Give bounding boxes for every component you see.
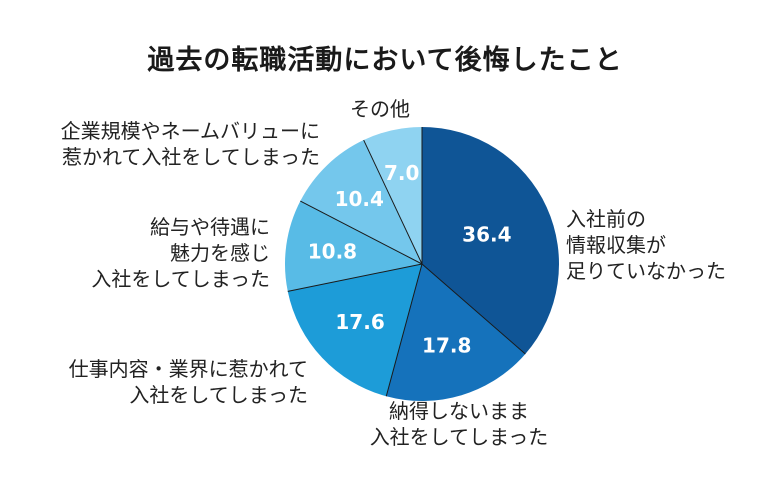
category-label-salary: 給与や待遇に 魅力を感じ 入社をしてしまった — [60, 214, 270, 292]
category-label-line: 納得しないまま — [389, 399, 529, 423]
data-label-other: 7.0 — [384, 161, 419, 185]
category-label-line: 魅力を感じ — [170, 241, 270, 265]
data-label-not-convinced: 17.8 — [422, 333, 471, 357]
category-label-line: 入社をしてしまった — [91, 267, 270, 291]
pie-slice-info-gathering — [422, 127, 559, 354]
category-label-line: 足りていなかった — [566, 259, 726, 283]
category-label-line: 入社前の — [566, 207, 646, 231]
category-label-info-gathering: 入社前の 情報収集が 足りていなかった — [566, 206, 726, 284]
chart-title: 過去の転職活動において後悔したこと — [147, 45, 623, 76]
pie-slices — [285, 127, 559, 401]
category-label-company-size: 企業規模やネームバリューに 惹かれて入社をしてしまった — [30, 118, 320, 170]
data-label-salary: 10.8 — [308, 240, 357, 264]
category-label-line: 情報収集が — [566, 233, 666, 257]
pie-slice-salary — [285, 201, 422, 292]
pie-slice-not-convinced — [386, 264, 526, 401]
data-label-info-gathering: 36.4 — [462, 222, 511, 246]
pie-separator-line — [385, 263, 423, 397]
category-label-line: 仕事内容・業界に惹かれて — [68, 357, 308, 381]
category-label-line: 入社をしてしまった — [129, 383, 308, 407]
category-label-not-convinced: 納得しないまま 入社をしてしまった — [334, 398, 584, 450]
data-label-company-size: 10.4 — [335, 187, 384, 211]
pie-separator-line — [300, 200, 423, 265]
category-label-line: その他 — [350, 97, 410, 121]
pie-separator-line — [287, 263, 423, 292]
pie-slice-job-content — [287, 264, 422, 397]
pie-slice-other — [363, 127, 422, 264]
category-label-line: 入社をしてしまった — [369, 425, 549, 449]
category-label-other: その他 — [350, 96, 410, 122]
category-label-line: 給与や待遇に — [150, 215, 270, 239]
pie-separators — [287, 127, 526, 397]
pie-separator-line — [363, 139, 423, 265]
category-label-line: 企業規模やネームバリューに — [60, 119, 320, 143]
category-label-line: 惹かれて入社をしてしまった — [62, 145, 320, 169]
pie-separator-line — [421, 263, 526, 355]
data-label-job-content: 17.6 — [335, 310, 384, 334]
pie-slice-company-size — [300, 140, 422, 264]
category-label-job-content: 仕事内容・業界に惹かれて 入社をしてしまった — [30, 356, 308, 408]
pie-data-labels: 36.4 17.8 17.6 10.8 10.47.0 — [308, 161, 512, 357]
